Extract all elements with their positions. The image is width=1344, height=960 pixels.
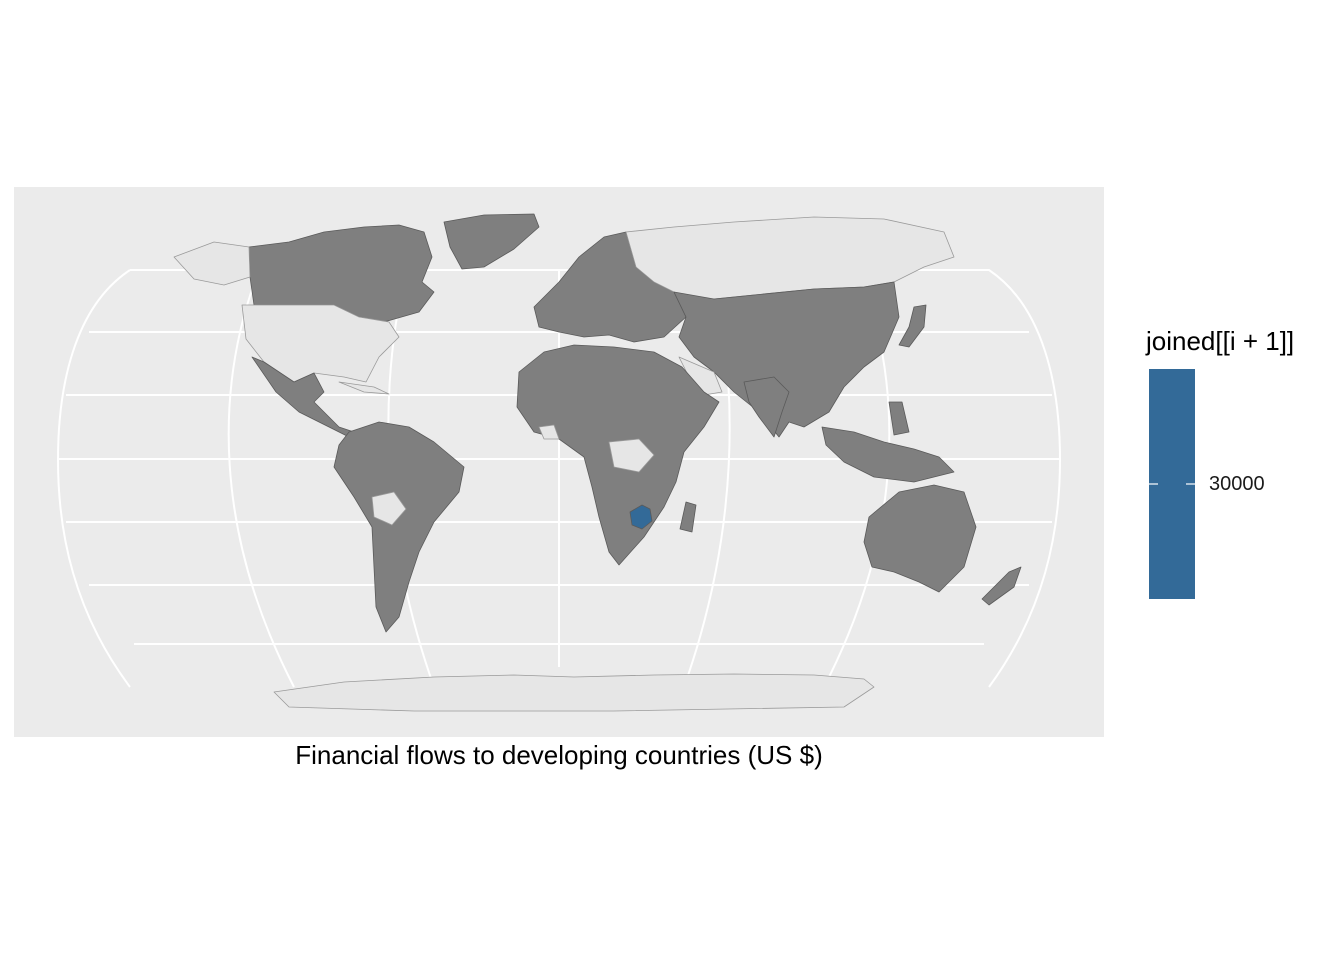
world-map — [14, 187, 1104, 737]
country-western-sahara — [538, 424, 560, 440]
country-southeast-asia-islands — [821, 426, 955, 483]
country-madagascar — [679, 501, 697, 533]
map-caption: Financial flows to developing countries … — [295, 740, 823, 770]
country-australia — [863, 484, 977, 593]
country-africa-gap — [608, 438, 655, 473]
country-greenland — [443, 213, 540, 270]
country-zimbabwe — [629, 504, 653, 530]
legend-title: joined[[i + 1]] — [1146, 326, 1295, 356]
country-alaska — [173, 241, 251, 286]
country-mexico-central-america — [251, 356, 355, 438]
country-new-zealand — [981, 566, 1022, 606]
legend-tick-label: 30000 — [1209, 473, 1265, 495]
legend-colorbar — [1149, 369, 1195, 599]
country-bolivia — [371, 491, 407, 526]
land-layer — [173, 213, 1022, 712]
country-caribbean — [338, 381, 390, 395]
country-asia — [673, 281, 900, 438]
meridian-line — [227, 269, 295, 688]
country-antarctica — [273, 673, 875, 712]
country-india — [743, 376, 790, 438]
country-japan — [898, 304, 927, 348]
country-south-america — [333, 421, 465, 633]
country-philippines — [888, 401, 910, 436]
legend: joined[[i + 1]] 30000 — [1146, 322, 1336, 612]
world-map-panel — [14, 187, 1104, 737]
